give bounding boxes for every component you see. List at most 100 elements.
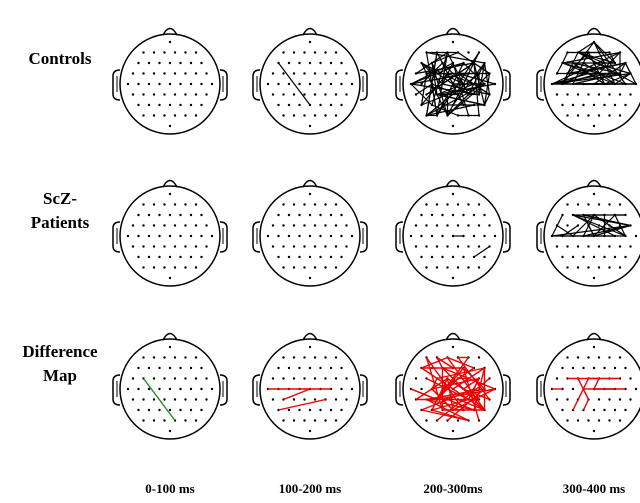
connection bbox=[551, 51, 621, 85]
electrode bbox=[467, 224, 470, 227]
electrode bbox=[303, 93, 306, 96]
head bbox=[112, 27, 228, 135]
electrode bbox=[163, 398, 166, 401]
connection bbox=[582, 399, 590, 411]
head bbox=[395, 179, 511, 287]
ear bbox=[252, 221, 261, 253]
electrode bbox=[483, 213, 486, 217]
connection bbox=[583, 62, 616, 85]
electrode bbox=[303, 398, 306, 401]
connection bbox=[463, 377, 480, 390]
connection bbox=[556, 224, 574, 237]
nose bbox=[586, 332, 602, 341]
electrode bbox=[142, 398, 145, 401]
electrode bbox=[425, 245, 428, 248]
electrode bbox=[308, 82, 312, 86]
electrode bbox=[566, 203, 569, 206]
connection bbox=[431, 377, 480, 390]
connection bbox=[142, 378, 176, 421]
electrode bbox=[576, 93, 580, 96]
electrode bbox=[142, 93, 145, 96]
electrode bbox=[345, 224, 348, 227]
electrode bbox=[308, 61, 312, 65]
electrode bbox=[582, 103, 585, 107]
head-outline bbox=[543, 338, 640, 440]
electrode bbox=[324, 245, 327, 248]
electrode bbox=[200, 255, 203, 259]
electrode bbox=[184, 266, 187, 269]
electrode bbox=[137, 387, 140, 391]
electrode bbox=[142, 245, 145, 248]
electrode bbox=[152, 356, 156, 359]
electrode bbox=[303, 356, 306, 359]
electrode bbox=[597, 93, 601, 96]
electrode bbox=[131, 398, 135, 401]
electrode bbox=[163, 377, 166, 380]
electrode bbox=[184, 114, 187, 117]
electrode bbox=[435, 203, 439, 206]
electrode bbox=[266, 82, 270, 86]
electrode bbox=[340, 82, 343, 86]
electrode bbox=[629, 398, 632, 401]
electrode bbox=[582, 366, 585, 370]
electrode bbox=[313, 72, 317, 75]
electrode bbox=[126, 82, 130, 86]
electrode bbox=[555, 245, 559, 248]
electrode bbox=[147, 61, 151, 65]
electrode bbox=[613, 255, 617, 259]
electrode bbox=[308, 234, 312, 238]
electrode bbox=[608, 93, 611, 96]
electrode bbox=[308, 345, 312, 349]
ear bbox=[252, 374, 261, 406]
nose bbox=[162, 332, 178, 341]
electrode bbox=[420, 387, 423, 391]
connection bbox=[572, 378, 590, 411]
electrode bbox=[597, 419, 601, 422]
electrode bbox=[298, 255, 301, 259]
electrode bbox=[319, 408, 322, 412]
ear bbox=[536, 221, 545, 253]
head bbox=[536, 179, 640, 287]
electrode bbox=[137, 234, 140, 238]
electrode bbox=[566, 93, 569, 96]
electrode bbox=[194, 224, 198, 227]
electrode bbox=[173, 224, 177, 227]
electrode bbox=[571, 387, 575, 391]
electrode bbox=[414, 377, 418, 380]
electrode bbox=[179, 255, 182, 259]
electrode bbox=[587, 419, 590, 422]
electrode bbox=[194, 51, 198, 54]
electrode bbox=[298, 213, 301, 217]
electrode bbox=[334, 224, 338, 227]
electrode bbox=[308, 276, 312, 280]
electrode bbox=[173, 114, 177, 117]
electrode bbox=[152, 377, 156, 380]
connection bbox=[447, 83, 485, 116]
electrode bbox=[613, 408, 617, 412]
electrode bbox=[200, 366, 203, 370]
head bbox=[252, 179, 368, 287]
electrode bbox=[142, 266, 145, 269]
electrode bbox=[194, 419, 198, 422]
electrode bbox=[319, 82, 322, 86]
electrode bbox=[179, 103, 182, 107]
electrode bbox=[147, 408, 151, 412]
connection bbox=[447, 72, 475, 85]
electrode bbox=[313, 419, 317, 422]
electrode bbox=[624, 255, 627, 259]
electrode bbox=[303, 114, 306, 117]
electrode bbox=[313, 245, 317, 248]
electrode bbox=[576, 356, 580, 359]
connection bbox=[426, 73, 459, 95]
electrode bbox=[555, 93, 559, 96]
head bbox=[395, 27, 511, 135]
electrode bbox=[168, 345, 172, 349]
electrode bbox=[456, 245, 460, 248]
electrode bbox=[592, 276, 596, 280]
electrode bbox=[329, 408, 333, 412]
electrode bbox=[582, 255, 585, 259]
head bbox=[395, 332, 511, 440]
head-outline bbox=[259, 338, 361, 440]
connection bbox=[562, 62, 600, 75]
head-outline bbox=[119, 33, 221, 135]
